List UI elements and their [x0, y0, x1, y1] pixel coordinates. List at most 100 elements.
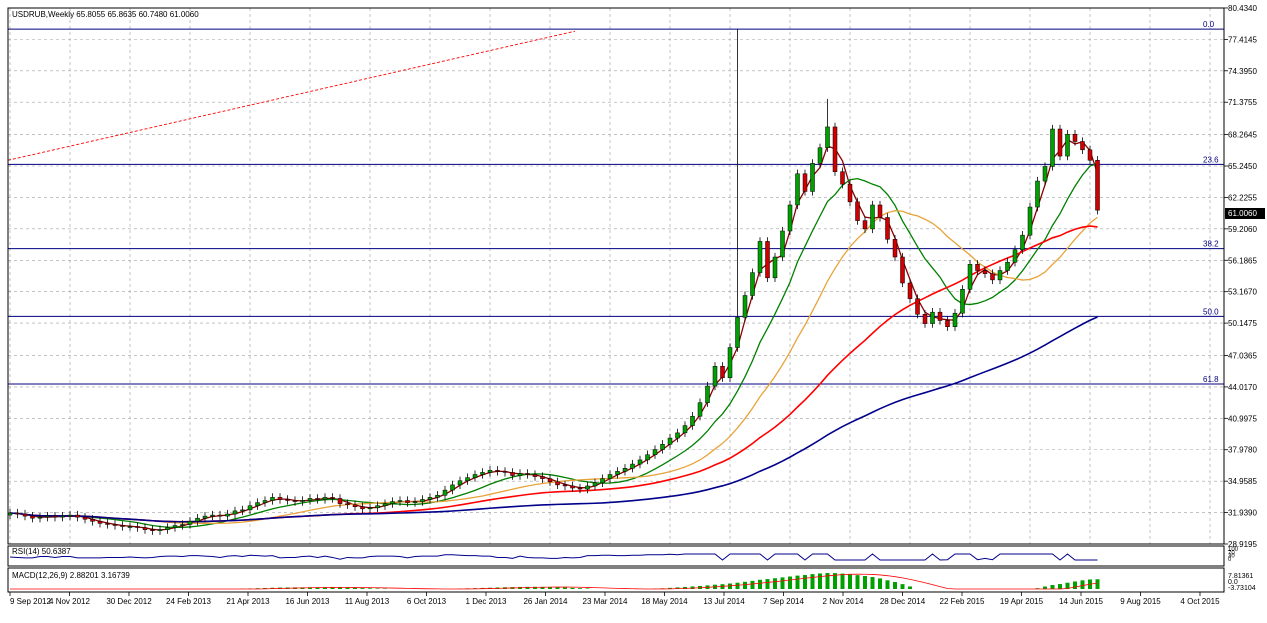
candle-body: [601, 479, 605, 483]
candle-body: [451, 485, 455, 490]
candle-body: [83, 517, 87, 519]
time-tick-label: 23 Mar 2014: [583, 597, 628, 606]
current-price-label: 61.0060: [1228, 209, 1257, 218]
candle-body: [91, 519, 95, 521]
candle-body: [803, 174, 807, 192]
candle-body: [901, 257, 905, 283]
candle-body: [563, 485, 567, 486]
candle-body: [878, 205, 882, 217]
time-tick-label: 28 Dec 2014: [880, 597, 926, 606]
macd-bar: [893, 582, 897, 589]
candle-body: [811, 163, 815, 191]
candle-body: [683, 426, 687, 433]
candle-body: [428, 497, 432, 499]
time-tick-label: 6 Oct 2013: [407, 597, 447, 606]
candle-body: [158, 530, 162, 531]
candle-body: [316, 498, 320, 499]
macd-bar: [758, 580, 762, 589]
macd-bar: [353, 588, 357, 589]
macd-bar: [368, 588, 372, 589]
candle-body: [541, 477, 545, 479]
fib-level-label: 38.2: [1203, 240, 1219, 249]
price-tick-label: 34.9585: [1228, 477, 1257, 486]
time-tick-label: 18 May 2014: [641, 597, 688, 606]
candle-body: [856, 202, 860, 221]
macd-bar: [871, 577, 875, 589]
price-tick-label: 74.3950: [1228, 67, 1257, 76]
candle-body: [361, 507, 365, 509]
candle-body: [391, 502, 395, 504]
candle-body: [38, 517, 42, 518]
candle-body: [466, 478, 470, 481]
candle-body: [218, 515, 222, 516]
candle-body: [496, 470, 500, 471]
macd-bar: [571, 588, 575, 589]
macd-bar: [751, 581, 755, 589]
candle-body: [383, 504, 387, 506]
candle-body: [773, 257, 777, 278]
macd-bar: [578, 588, 582, 589]
candle-body: [886, 217, 890, 239]
time-tick-label: 16 Jun 2013: [285, 597, 330, 606]
candle-body: [653, 450, 657, 455]
candle-body: [1096, 160, 1100, 210]
candle-body: [571, 486, 575, 488]
candle-body: [421, 499, 425, 501]
macd-bar: [556, 587, 560, 589]
candle-body: [368, 508, 372, 509]
candle-body: [818, 148, 822, 164]
fib-level-label: 0.0: [1203, 20, 1215, 29]
candle-body: [196, 518, 200, 521]
candle-body: [293, 501, 297, 502]
macd-scale-label: -3.73104: [1228, 585, 1256, 592]
candle-body: [616, 471, 620, 474]
candle-body: [256, 503, 260, 506]
time-tick-label: 13 Jul 2014: [703, 597, 745, 606]
candle-body: [1051, 129, 1055, 166]
macd-bar: [818, 573, 822, 589]
time-tick-label: 30 Dec 2012: [106, 597, 152, 606]
candle-body: [323, 497, 327, 499]
candle-body: [691, 416, 695, 425]
candle-body: [413, 502, 417, 503]
price-tick-label: 80.4340: [1228, 4, 1257, 13]
price-tick-label: 56.1865: [1228, 256, 1257, 265]
candle-body: [338, 498, 342, 503]
price-tick-label: 65.2450: [1228, 162, 1257, 171]
candle-body: [668, 438, 672, 444]
candle-body: [1013, 250, 1017, 262]
macd-bar: [1058, 584, 1062, 589]
macd-bar: [346, 588, 350, 589]
candle-body: [908, 283, 912, 299]
time-tick-label: 24 Feb 2013: [166, 597, 211, 606]
candle-body: [533, 474, 537, 476]
time-tick-label: 26 Jan 2014: [523, 597, 568, 606]
macd-bar: [376, 588, 380, 589]
candle-body: [766, 241, 770, 277]
candle-body: [728, 348, 732, 378]
candle-body: [398, 501, 402, 502]
candle-body: [241, 510, 245, 511]
time-tick-label: 2 Nov 2014: [823, 597, 864, 606]
candle-body: [436, 495, 440, 497]
time-tick-label: 7 Sep 2014: [763, 597, 804, 606]
time-tick-label: 21 Apr 2013: [226, 597, 270, 606]
candle-body: [128, 527, 132, 528]
fib-level-label: 23.6: [1203, 155, 1219, 164]
candle-body: [23, 514, 27, 516]
candle-body: [188, 521, 192, 524]
candle-body: [278, 497, 282, 499]
candle-body: [473, 474, 477, 477]
candle-body: [976, 264, 980, 270]
macd-bar: [796, 576, 800, 589]
macd-bar: [773, 578, 777, 589]
candle-body: [308, 498, 312, 500]
candle-body: [16, 513, 20, 514]
candle-body: [173, 525, 177, 527]
candle-body: [46, 516, 50, 517]
candle-body: [743, 296, 747, 318]
candle-body: [31, 516, 35, 518]
